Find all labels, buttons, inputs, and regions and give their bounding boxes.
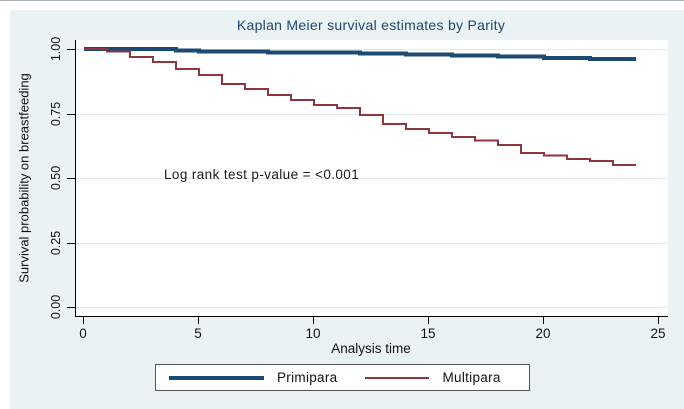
y-tick-mark (67, 113, 75, 115)
x-tick-label: 20 (535, 326, 551, 341)
plot-area: Log rank test p-value = <0.001 (75, 40, 668, 317)
y-tick-label: 0.00 (49, 294, 63, 320)
y-gridline (76, 178, 668, 179)
legend-label-multipara: Multipara (442, 370, 501, 385)
pvalue-annotation: Log rank test p-value = <0.001 (164, 167, 360, 182)
primipara-curve (84, 47, 636, 61)
x-tick-label: 15 (420, 326, 436, 341)
x-tick-mark (428, 317, 429, 324)
legend: Primipara Multipara (155, 364, 530, 391)
x-tick-mark (543, 317, 544, 324)
y-gridline (76, 49, 668, 50)
y-tick-mark (67, 307, 75, 308)
y-tick-label: 0.75 (49, 101, 63, 126)
y-tick-mark (67, 178, 75, 179)
y-tick-label: 1.00 (49, 36, 63, 62)
x-tick-mark (313, 317, 314, 324)
chart-title: Kaplan Meier survival estimates by Parit… (236, 17, 506, 33)
y-axis-label: Survival probability on breastfeeding (16, 73, 32, 283)
x-tick-mark (198, 317, 199, 324)
x-tick-label: 25 (650, 326, 666, 341)
x-tick-label: 5 (194, 326, 202, 341)
multipara-line-sample (365, 376, 430, 379)
y-gridline (76, 307, 668, 308)
survival-curves (84, 47, 636, 167)
x-tick-mark (83, 317, 84, 324)
y-gridline (76, 242, 668, 244)
x-tick-mark (658, 317, 659, 324)
x-axis-label: Analysis time (331, 341, 411, 356)
graph-canvas: Kaplan Meier survival estimates by Parit… (10, 10, 684, 409)
y-tick-label: 0.50 (49, 165, 63, 191)
y-tick-mark (67, 242, 75, 244)
primipara-line-sample (169, 375, 264, 380)
multipara-curve (84, 48, 636, 167)
y-tick-mark (67, 49, 75, 50)
legend-label-primipara: Primipara (277, 370, 338, 385)
x-tick-label: 10 (305, 326, 321, 341)
y-tick-label: 0.25 (49, 230, 63, 255)
x-tick-label: 0 (79, 326, 87, 341)
